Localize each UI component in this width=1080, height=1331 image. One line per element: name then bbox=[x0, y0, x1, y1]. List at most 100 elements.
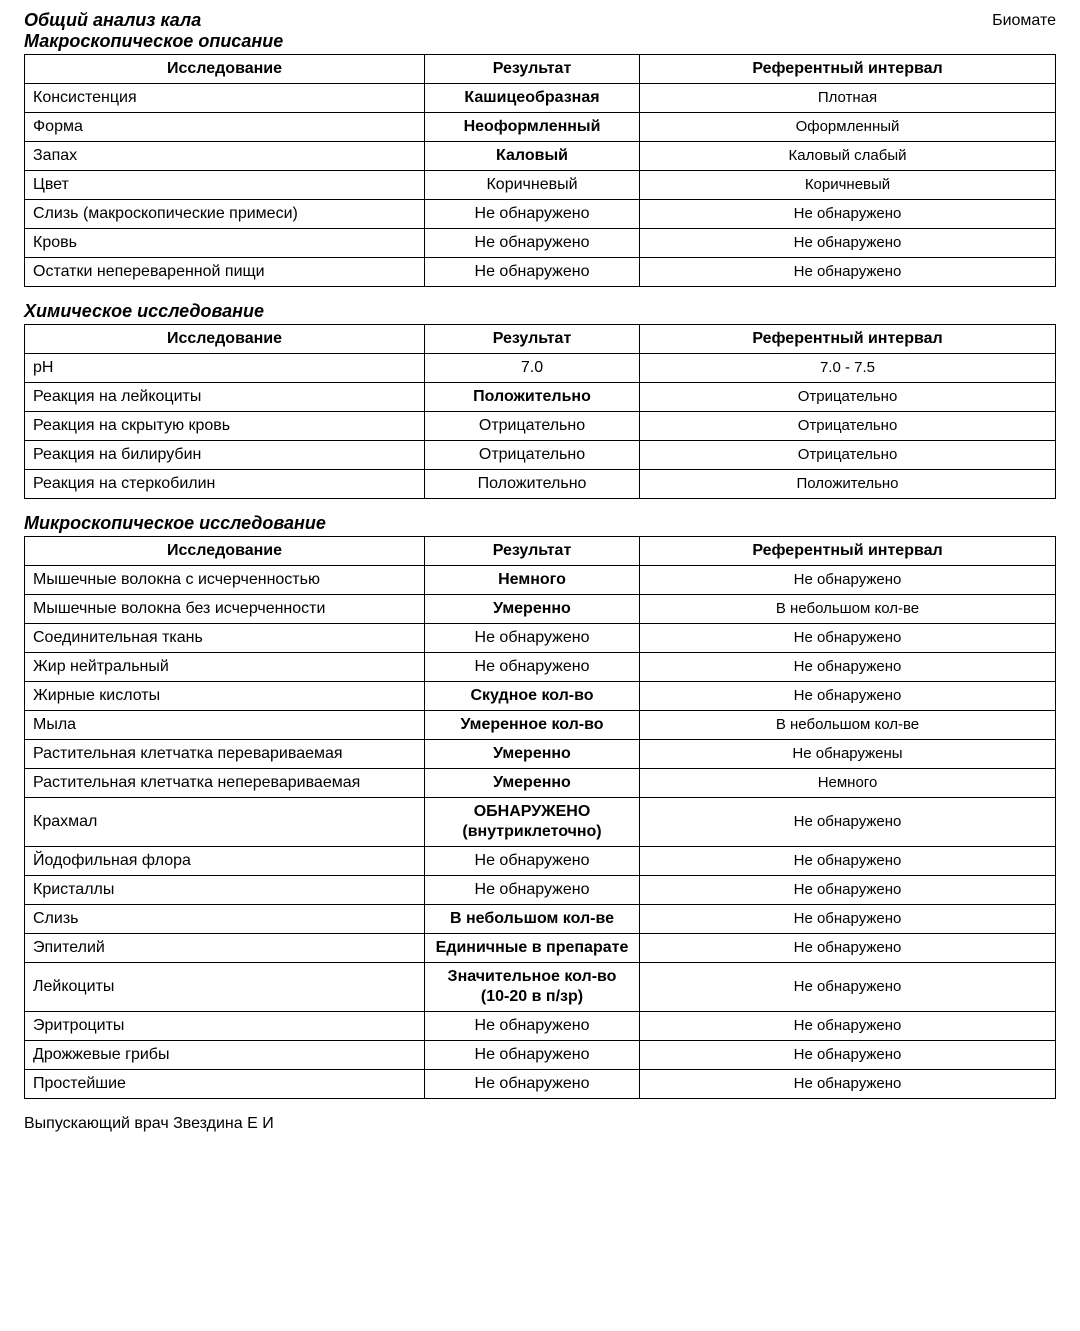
reference-cell: В небольшом кол-ве bbox=[640, 711, 1056, 740]
result-cell: Единичные в препарате bbox=[425, 934, 640, 963]
table-row: ЛейкоцитыЗначительное кол-во (10-20 в п/… bbox=[25, 963, 1056, 1012]
table-row: Растительная клетчатка неперевариваемаяУ… bbox=[25, 769, 1056, 798]
result-cell: Не обнаружено bbox=[425, 258, 640, 287]
table-row: ЭритроцитыНе обнаруженоНе обнаружено bbox=[25, 1012, 1056, 1041]
test-name-cell: Кристаллы bbox=[25, 876, 425, 905]
result-cell: 7.0 bbox=[425, 354, 640, 383]
table-row: Реакция на скрытую кровьОтрицательноОтри… bbox=[25, 412, 1056, 441]
issuing-doctor: Выпускающий врач Звездина Е И bbox=[24, 1115, 1056, 1133]
result-cell: Скудное кол-во bbox=[425, 682, 640, 711]
reference-cell: Плотная bbox=[640, 84, 1056, 113]
table-row: ФормаНеоформленныйОформленный bbox=[25, 113, 1056, 142]
result-cell: Не обнаружено bbox=[425, 653, 640, 682]
test-name-cell: Цвет bbox=[25, 171, 425, 200]
report-title: Общий анализ кала bbox=[24, 10, 1056, 31]
table-row: КровьНе обнаруженоНе обнаружено bbox=[25, 229, 1056, 258]
test-name-cell: Мыла bbox=[25, 711, 425, 740]
result-cell: Не обнаружено bbox=[425, 1012, 640, 1041]
column-header: Референтный интервал bbox=[640, 55, 1056, 84]
reference-cell: Не обнаружены bbox=[640, 740, 1056, 769]
reference-cell: Не обнаружено bbox=[640, 566, 1056, 595]
table-row: Реакция на лейкоцитыПоложительноОтрицате… bbox=[25, 383, 1056, 412]
test-name-cell: Реакция на лейкоциты bbox=[25, 383, 425, 412]
reference-cell: Оформленный bbox=[640, 113, 1056, 142]
reference-cell: Не обнаружено bbox=[640, 682, 1056, 711]
table-row: МылаУмеренное кол-воВ небольшом кол-ве bbox=[25, 711, 1056, 740]
test-name-cell: Эритроциты bbox=[25, 1012, 425, 1041]
test-name-cell: Мышечные волокна без исчерченности bbox=[25, 595, 425, 624]
test-name-cell: Лейкоциты bbox=[25, 963, 425, 1012]
result-cell: Отрицательно bbox=[425, 441, 640, 470]
result-cell: Кашицеобразная bbox=[425, 84, 640, 113]
results-table: ИсследованиеРезультатРеферентный интерва… bbox=[24, 324, 1056, 499]
test-name-cell: Растительная клетчатка неперевариваемая bbox=[25, 769, 425, 798]
reference-cell: Не обнаружено bbox=[640, 1012, 1056, 1041]
table-row: ПростейшиеНе обнаруженоНе обнаружено bbox=[25, 1070, 1056, 1099]
result-cell: Не обнаружено bbox=[425, 229, 640, 258]
table-row: Слизь (макроскопические примеси) Не обнар… bbox=[25, 200, 1056, 229]
reference-cell: Не обнаружено bbox=[640, 229, 1056, 258]
table-row: Мышечные волокна с исчерченностьюНемного… bbox=[25, 566, 1056, 595]
reference-cell: Отрицательно bbox=[640, 441, 1056, 470]
result-cell: Умеренное кол-во bbox=[425, 711, 640, 740]
result-cell: Положительно bbox=[425, 383, 640, 412]
test-name-cell: Слизь bbox=[25, 905, 425, 934]
test-name-cell: Йодофильная флора bbox=[25, 847, 425, 876]
table-row: Жир нейтральныйНе обнаруженоНе обнаружен… bbox=[25, 653, 1056, 682]
reference-cell: Не обнаружено bbox=[640, 258, 1056, 287]
table-row: ЭпителийЕдиничные в препаратеНе обнаруже… bbox=[25, 934, 1056, 963]
test-name-cell: Крахмал bbox=[25, 798, 425, 847]
reference-cell: Не обнаружено bbox=[640, 653, 1056, 682]
test-name-cell: Форма bbox=[25, 113, 425, 142]
result-cell: Значительное кол-во (10-20 в п/зр) bbox=[425, 963, 640, 1012]
table-row: КонсистенцияКашицеобразнаяПлотная bbox=[25, 84, 1056, 113]
reference-cell: Не обнаружено bbox=[640, 798, 1056, 847]
result-cell: Не обнаружено bbox=[425, 624, 640, 653]
reference-cell: Не обнаружено bbox=[640, 963, 1056, 1012]
section-title: Химическое исследование bbox=[24, 301, 1056, 322]
reference-cell: Отрицательно bbox=[640, 412, 1056, 441]
section-title: Макроскопическое описание bbox=[24, 31, 1056, 52]
table-row: СлизьВ небольшом кол-веНе обнаружено bbox=[25, 905, 1056, 934]
result-cell: Умеренно bbox=[425, 740, 640, 769]
test-name-cell: Эпителий bbox=[25, 934, 425, 963]
reference-cell: Не обнаружено bbox=[640, 934, 1056, 963]
reference-cell: Не обнаружено bbox=[640, 905, 1056, 934]
test-name-cell: Слизь (макроскопические примеси) bbox=[25, 200, 425, 229]
table-row: Растительная клетчатка перевариваемаяУме… bbox=[25, 740, 1056, 769]
reference-cell: Не обнаружено bbox=[640, 1041, 1056, 1070]
test-name-cell: Соединительная ткань bbox=[25, 624, 425, 653]
result-cell: Неоформленный bbox=[425, 113, 640, 142]
table-row: Мышечные волокна без исчерченностиУмерен… bbox=[25, 595, 1056, 624]
results-table: ИсследованиеРезультатРеферентный интерва… bbox=[24, 536, 1056, 1099]
column-header: Исследование bbox=[25, 55, 425, 84]
result-cell: ОБНАРУЖЕНО (внутриклеточно) bbox=[425, 798, 640, 847]
reference-cell: Коричневый bbox=[640, 171, 1056, 200]
test-name-cell: Дрожжевые грибы bbox=[25, 1041, 425, 1070]
result-cell: В небольшом кол-ве bbox=[425, 905, 640, 934]
column-header: Референтный интервал bbox=[640, 325, 1056, 354]
column-header: Референтный интервал bbox=[640, 537, 1056, 566]
column-header: Исследование bbox=[25, 325, 425, 354]
reference-cell: Не обнаружено bbox=[640, 847, 1056, 876]
biomaterial-label: Биомате bbox=[992, 8, 1056, 30]
table-row: Дрожжевые грибыНе обнаруженоНе обнаружен… bbox=[25, 1041, 1056, 1070]
test-name-cell: Жирные кислоты bbox=[25, 682, 425, 711]
reference-cell: Отрицательно bbox=[640, 383, 1056, 412]
test-name-cell: Мышечные волокна с исчерченностью bbox=[25, 566, 425, 595]
table-row: Реакция на билирубинОтрицательноОтрицате… bbox=[25, 441, 1056, 470]
reference-cell: В небольшом кол-ве bbox=[640, 595, 1056, 624]
results-table: ИсследованиеРезультатРеферентный интерва… bbox=[24, 54, 1056, 287]
result-cell: Каловый bbox=[425, 142, 640, 171]
reference-cell: Не обнаружено bbox=[640, 200, 1056, 229]
test-name-cell: Остатки непереваренной пищи bbox=[25, 258, 425, 287]
table-row: ЗапахКаловыйКаловый слабый bbox=[25, 142, 1056, 171]
result-cell: Умеренно bbox=[425, 769, 640, 798]
section-title: Микроскопическое исследование bbox=[24, 513, 1056, 534]
reference-cell: Немного bbox=[640, 769, 1056, 798]
table-row: Жирные кислотыСкудное кол-воНе обнаружен… bbox=[25, 682, 1056, 711]
test-name-cell: pH bbox=[25, 354, 425, 383]
table-row: КрахмалОБНАРУЖЕНО (внутриклеточно)Не обн… bbox=[25, 798, 1056, 847]
reference-cell: 7.0 - 7.5 bbox=[640, 354, 1056, 383]
test-name-cell: Растительная клетчатка перевариваемая bbox=[25, 740, 425, 769]
